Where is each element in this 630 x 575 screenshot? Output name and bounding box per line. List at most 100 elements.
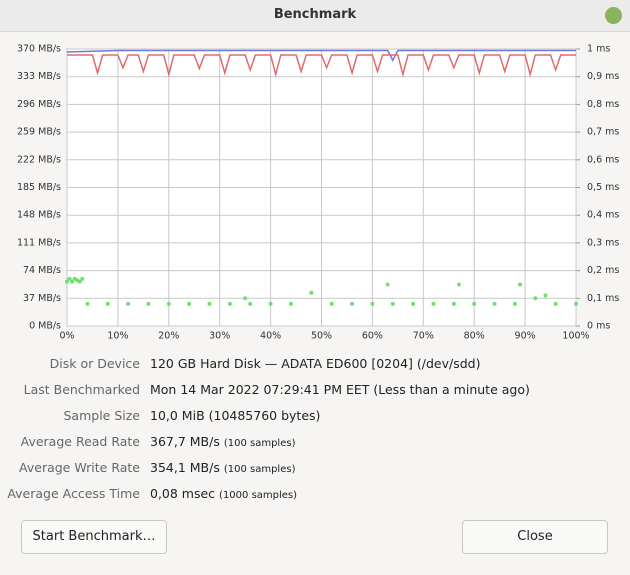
detail-row: Average Read Rate 367,7 MB/s (100 samples… (0, 434, 630, 454)
detail-row: Average Access Time 0,08 msec (1000 sampl… (0, 486, 630, 506)
y-tick-label: 185 MB/s (17, 182, 61, 193)
access-point (350, 301, 355, 306)
y2-tick-label: 0,9 ms (587, 71, 619, 82)
detail-value: 0,08 msec (150, 486, 216, 501)
x-tick-label: 50% (311, 331, 332, 342)
access-point (390, 301, 395, 306)
access-point (243, 296, 248, 301)
x-tick-label: 100% (562, 331, 589, 342)
detail-value: 367,7 MB/s (150, 434, 220, 449)
detail-value-group: 367,7 MB/s (100 samples) (150, 434, 295, 449)
access-point (105, 301, 110, 306)
detail-row: Disk or Device 120 GB Hard Disk — ADATA E… (0, 356, 630, 376)
x-tick-label: 90% (515, 331, 536, 342)
access-point (77, 279, 82, 284)
access-point (309, 290, 314, 295)
access-point (411, 301, 416, 306)
access-point (456, 282, 461, 287)
detail-label: Sample Size (63, 408, 140, 423)
access-point (370, 301, 375, 306)
y2-tick-label: 0,3 ms (587, 237, 619, 248)
detail-note: (100 samples) (223, 464, 296, 475)
detail-label: Average Write Rate (19, 460, 140, 475)
y-tick-label: 0 MB/s (29, 321, 61, 332)
access-point (492, 301, 497, 306)
series-line (67, 54, 576, 78)
y-tick-label: 296 MB/s (17, 99, 61, 110)
y2-tick-label: 0,7 ms (587, 127, 619, 138)
access-point (207, 301, 212, 306)
y-tick-label: 222 MB/s (17, 154, 61, 165)
x-tick-label: 80% (464, 331, 485, 342)
detail-label: Last Benchmarked (23, 382, 140, 397)
detail-value: 120 GB Hard Disk — ADATA ED600 [0204] (/… (150, 356, 481, 371)
access-point (451, 301, 456, 306)
y2-tick-label: 0,2 ms (587, 265, 619, 276)
x-tick-label: 60% (362, 331, 383, 342)
access-point (512, 301, 517, 306)
y2-tick-label: 0,6 ms (587, 154, 619, 165)
access-point (67, 276, 72, 281)
y-tick-label: 148 MB/s (17, 210, 61, 221)
y2-tick-label: 0,4 ms (587, 210, 619, 221)
access-point (288, 301, 293, 306)
access-point (187, 301, 192, 306)
access-point (227, 301, 232, 306)
y2-tick-label: 0,8 ms (587, 99, 619, 110)
x-tick-label: 10% (107, 331, 128, 342)
y-tick-label: 111 MB/s (17, 237, 61, 248)
detail-value-group: 10,0 MiB (10485760 bytes) (150, 408, 320, 423)
title-bar: Benchmark (0, 0, 630, 32)
y-tick-label: 74 MB/s (23, 265, 61, 276)
detail-row: Average Write Rate 354,1 MB/s (100 sample… (0, 460, 630, 480)
detail-note: (100 samples) (223, 438, 296, 449)
detail-value-group: 0,08 msec (1000 samples) (150, 486, 297, 501)
window-title: Benchmark (273, 7, 357, 22)
close-window-button[interactable] (605, 7, 622, 24)
y2-tick-label: 1 ms (587, 44, 610, 55)
access-point (146, 301, 151, 306)
y-tick-label: 259 MB/s (17, 127, 61, 138)
access-point (248, 301, 253, 306)
access-point (268, 301, 273, 306)
access-point (65, 279, 69, 284)
access-point (518, 282, 523, 287)
access-point (166, 301, 171, 306)
y-tick-label: 370 MB/s (17, 44, 61, 55)
detail-label: Average Read Rate (20, 434, 140, 449)
detail-label: Average Access Time (7, 486, 140, 501)
detail-value-group: Mon 14 Mar 2022 07:29:41 PM EET (Less th… (150, 382, 530, 397)
detail-label: Disk or Device (49, 356, 140, 371)
access-point (329, 301, 334, 306)
access-point (574, 301, 578, 306)
access-point (85, 301, 90, 306)
benchmark-chart: 0 MB/s 37 MB/s 74 MB/s 111 MB/s 148 MB/s 185 … (17, 44, 619, 342)
close-button[interactable]: Close (462, 520, 608, 554)
detail-row: Sample Size 10,0 MiB (10485760 bytes) (0, 408, 630, 428)
detail-value-group: 120 GB Hard Disk — ADATA ED600 [0204] (/… (150, 356, 480, 371)
x-tick-label: 40% (260, 331, 281, 342)
y2-tick-label: 0 ms (587, 321, 610, 332)
y-tick-label: 37 MB/s (23, 293, 61, 304)
detail-note: (1000 samples) (219, 490, 298, 501)
access-point (543, 293, 548, 298)
access-point (553, 301, 558, 306)
y-tick-label: 333 MB/s (17, 71, 61, 82)
detail-value-group: 354,1 MB/s (100 samples) (150, 460, 295, 475)
detail-value: 10,0 MiB (10485760 bytes) (150, 408, 321, 423)
x-tick-label: 0% (59, 331, 74, 342)
detail-value: Mon 14 Mar 2022 07:29:41 PM EET (Less th… (150, 382, 530, 397)
access-point (533, 296, 538, 301)
detail-value: 354,1 MB/s (150, 460, 220, 475)
series-line (66, 49, 576, 62)
y2-tick-label: 0,1 ms (587, 293, 619, 304)
access-point (126, 301, 131, 306)
x-tick-label: 20% (158, 331, 179, 342)
detail-row: Last Benchmarked Mon 14 Mar 2022 07:29:41… (0, 382, 630, 402)
access-point (385, 282, 390, 287)
access-point (431, 301, 436, 306)
access-point (80, 276, 85, 281)
access-point (472, 301, 477, 306)
x-tick-label: 30% (209, 331, 230, 342)
start-benchmark-button[interactable]: Start Benchmark… (21, 520, 167, 554)
